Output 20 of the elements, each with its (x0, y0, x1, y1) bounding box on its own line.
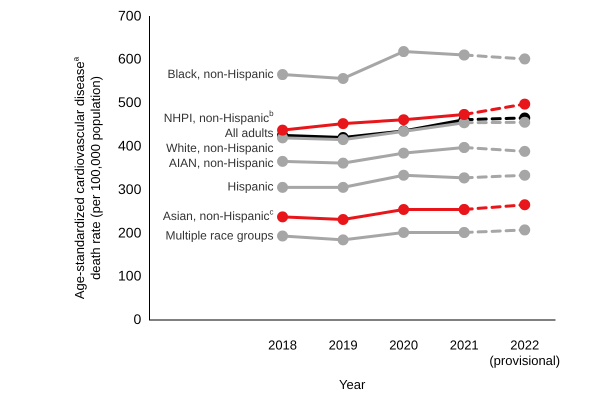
x-axis-title: Year (339, 376, 366, 392)
y-tick-label: 0 (134, 311, 142, 328)
y-tick-label: 500 (118, 94, 142, 110)
y-tick-label: 200 (118, 224, 142, 240)
y-tick-label: 300 (118, 180, 142, 197)
series-label: Multiple race groups (166, 228, 274, 242)
y-tick-label: 100 (118, 268, 142, 284)
x-tick-label: 2018 (268, 338, 298, 353)
x-tick-label: 2020 (389, 338, 418, 353)
x-tick-label: 2021 (450, 338, 479, 353)
y-tick-label: 600 (118, 50, 142, 67)
series-label: Black, non-Hispanic (168, 66, 274, 81)
series-label: Hispanic (228, 180, 274, 194)
series-label: AIAN, non-Hispanic (168, 156, 274, 170)
y-tick-label: 700 (118, 7, 142, 24)
x-tick-label: 2019 (328, 338, 358, 353)
series-label: All adults (224, 126, 274, 140)
x-tick-label: 2022 (provisional) (489, 338, 560, 368)
series-label: White, non-Hispanic (166, 140, 274, 155)
y-tick-label: 400 (118, 137, 142, 154)
